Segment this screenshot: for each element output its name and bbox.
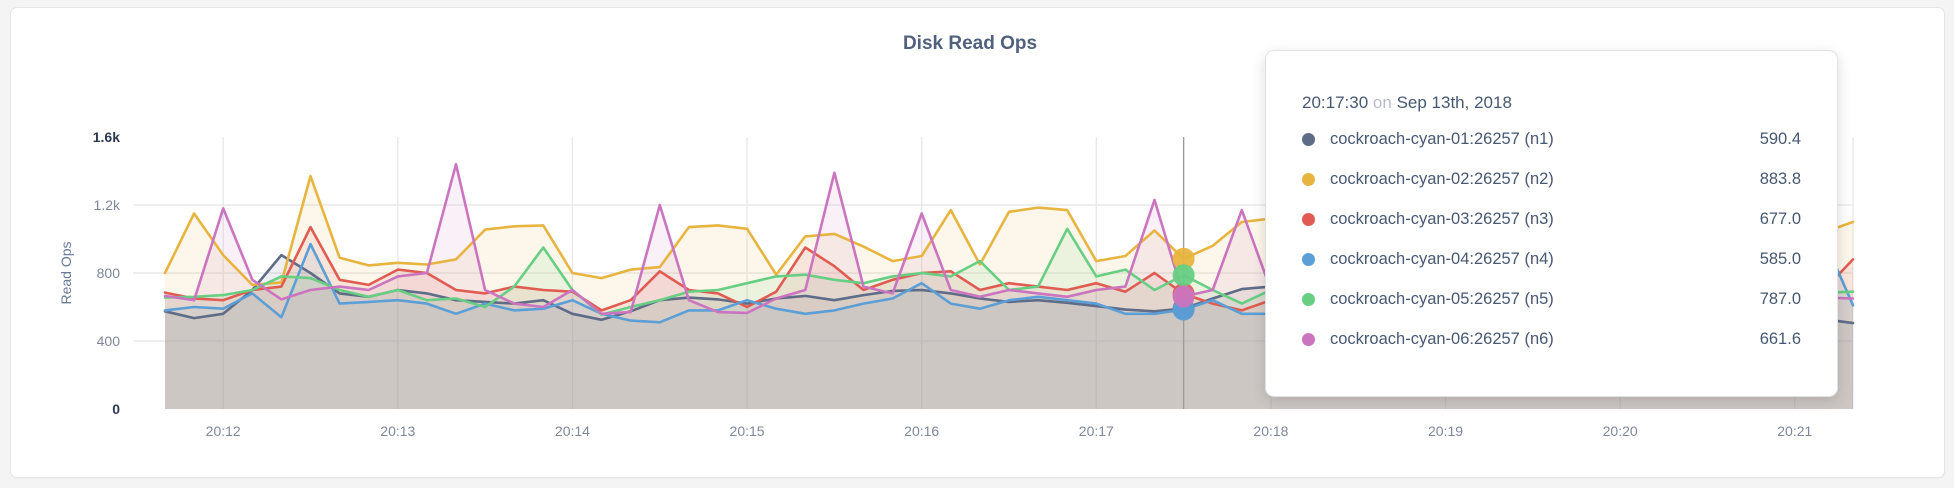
svg-text:800: 800 (97, 265, 121, 281)
tooltip-series-row: cockroach-cyan-05:26257 (n5) 787.0 (1302, 279, 1801, 319)
series-color-dot (1302, 332, 1315, 346)
series-value: 787.0 (1759, 289, 1801, 308)
series-value: 590.4 (1759, 129, 1801, 148)
series-label: cockroach-cyan-03:26257 (n3) (1330, 209, 1554, 228)
series-label: cockroach-cyan-04:26257 (n4) (1330, 249, 1554, 268)
svg-text:20:12: 20:12 (206, 423, 241, 439)
x-axis-ticks: 20:12 20:13 20:14 20:15 20:16 20:17 20:18 20:19… (206, 423, 1813, 439)
svg-text:1.6k: 1.6k (93, 129, 120, 145)
svg-text:1.2k: 1.2k (94, 197, 121, 213)
svg-text:20:15: 20:15 (730, 423, 765, 439)
series-color-dot (1302, 292, 1315, 306)
tooltip-time: 20:17:30 (1302, 93, 1369, 112)
svg-text:0: 0 (112, 401, 120, 417)
svg-text:20:21: 20:21 (1777, 423, 1812, 439)
svg-text:20:18: 20:18 (1253, 423, 1288, 439)
series-label: cockroach-cyan-01:26257 (n1) (1330, 129, 1554, 148)
series-color-dot (1302, 172, 1315, 186)
tooltip-header: 20:17:30 on Sep 13th, 2018 (1302, 93, 1801, 113)
chart-title: Disk Read Ops (902, 33, 1038, 54)
hover-dots (1172, 247, 1195, 321)
svg-text:20:16: 20:16 (904, 423, 939, 439)
series-color-dot (1302, 212, 1315, 226)
tooltip-conjunction: on (1372, 93, 1392, 112)
series-value: 677.0 (1759, 209, 1801, 228)
series-color-dot (1302, 132, 1315, 146)
tooltip-series-row: cockroach-cyan-03:26257 (n3) 677.0 (1302, 199, 1801, 239)
series-value: 585.0 (1759, 249, 1801, 268)
hover-tooltip: 20:17:30 on Sep 13th, 2018 cockroach-cya… (1265, 50, 1838, 397)
series-label: cockroach-cyan-02:26257 (n2) (1330, 169, 1554, 188)
tooltip-series-row: cockroach-cyan-02:26257 (n2) 883.8 (1302, 159, 1801, 199)
svg-text:20:13: 20:13 (380, 423, 415, 439)
svg-text:20:20: 20:20 (1603, 423, 1638, 439)
series-value: 883.8 (1759, 169, 1801, 188)
series-label: cockroach-cyan-05:26257 (n5) (1330, 289, 1554, 308)
tooltip-series-row: cockroach-cyan-01:26257 (n1) 590.4 (1302, 119, 1801, 159)
series-label: cockroach-cyan-06:26257 (n6) (1330, 329, 1554, 348)
svg-text:20:14: 20:14 (555, 423, 590, 439)
tooltip-date: Sep 13th, 2018 (1396, 93, 1512, 112)
y-axis-ticks: 1.6k 1.2k 800 400 0 (93, 129, 121, 417)
svg-text:20:19: 20:19 (1428, 423, 1463, 439)
tooltip-series-row: cockroach-cyan-04:26257 (n4) 585.0 (1302, 239, 1801, 279)
series-color-dot (1302, 252, 1315, 266)
svg-text:400: 400 (97, 333, 121, 349)
series-value: 661.6 (1759, 329, 1801, 348)
tooltip-series-row: cockroach-cyan-06:26257 (n6) 661.6 (1302, 319, 1801, 359)
svg-text:20:17: 20:17 (1079, 423, 1114, 439)
